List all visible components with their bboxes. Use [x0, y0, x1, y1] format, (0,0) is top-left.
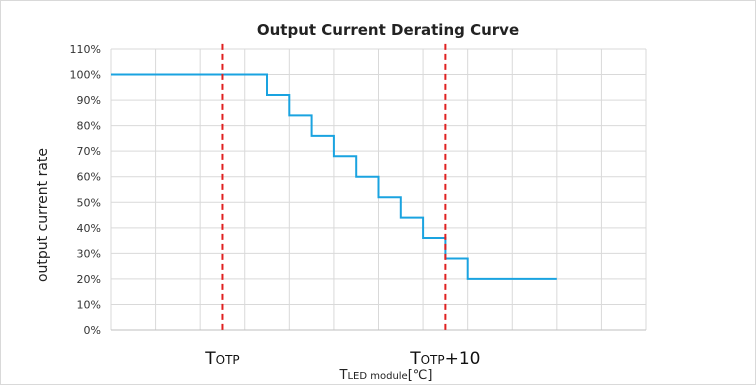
y-axis-label: output current rate — [35, 148, 51, 282]
marker-label-1: TOTP+10 — [409, 349, 480, 369]
chart-title: Output Current Derating Curve — [257, 21, 519, 39]
marker-label-0: TOTP — [204, 349, 239, 369]
y-tick-label-0: 0% — [84, 324, 101, 337]
y-tick-label-9: 90% — [77, 94, 101, 107]
y-tick-label-5: 50% — [77, 196, 101, 209]
marker-label-main-1: T — [409, 349, 421, 369]
y-tick-label-11: 110% — [70, 43, 101, 56]
y-tick-label-4: 40% — [77, 222, 101, 235]
marker-label-sub-0: OTP — [216, 353, 240, 367]
x-axis-label: TLED module[℃] — [339, 368, 433, 383]
y-tick-label-7: 70% — [77, 145, 101, 158]
x-axis-label-prefix: T — [339, 368, 348, 383]
y-tick-label-3: 30% — [77, 247, 101, 260]
series-layer — [111, 73, 557, 280]
y-tick-label-10: 100% — [70, 69, 101, 82]
marker-label-sub-1: OTP — [421, 353, 445, 367]
marker-layer: TOTP TOTP+10 — [204, 43, 481, 369]
y-tick-labels: 0% 10% 20% 30% 40% 50% 60% 70% 80% 90% 100% 110% — [70, 43, 101, 337]
marker-label-main-0: T — [204, 349, 216, 369]
y-tick-label-6: 60% — [77, 171, 101, 184]
x-axis-label-suffix: [℃] — [408, 368, 433, 383]
y-tick-label-1: 10% — [77, 298, 101, 311]
y-tick-label-8: 80% — [77, 120, 101, 133]
series-line-0 — [111, 73, 557, 280]
marker-label-suffix-1: +10 — [445, 349, 481, 369]
y-tick-label-2: 20% — [77, 273, 101, 286]
x-axis-label-sub: LED module — [347, 371, 407, 382]
